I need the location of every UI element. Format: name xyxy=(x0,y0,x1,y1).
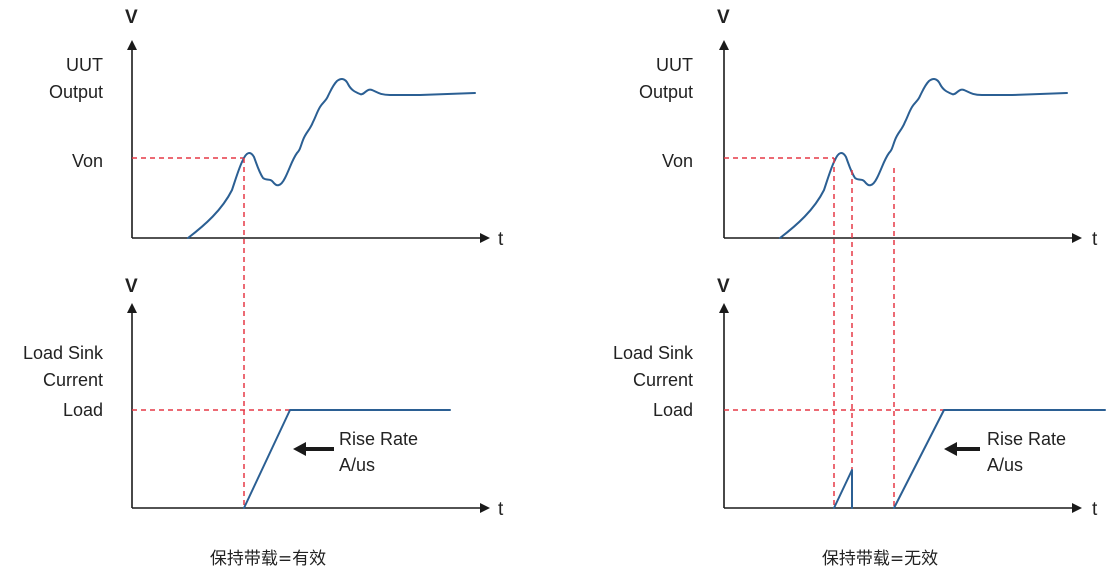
right-von-label: Von xyxy=(662,151,693,171)
left-caption: 保持带载=有效 xyxy=(210,549,326,569)
right-load-current-curve xyxy=(893,409,1106,509)
left-panel: V t UUT Output Von V t Load Sink Current… xyxy=(23,7,504,569)
right-rise-rate-arrowhead xyxy=(944,442,957,456)
left-bottom-ylabel-line1: Load Sink xyxy=(23,343,104,363)
left-load-label: Load xyxy=(63,400,103,420)
right-uut-output-curve xyxy=(779,78,1068,239)
right-rise-rate-line1: Rise Rate xyxy=(987,429,1066,449)
left-top-ylabel-line2: Output xyxy=(49,82,103,102)
right-top-chart: V t UUT Output Von xyxy=(639,7,1098,250)
left-rise-rate-line2: A/us xyxy=(339,455,375,475)
right-load-spike xyxy=(833,469,853,509)
left-top-ylabel-line1: UUT xyxy=(66,55,103,75)
right-bottom-ylabel-line2: Current xyxy=(633,370,693,390)
right-bottom-t-label: t xyxy=(1092,499,1098,520)
left-bottom-t-label: t xyxy=(498,499,504,520)
left-load-current-curve xyxy=(243,409,451,509)
left-von-label: Von xyxy=(72,151,103,171)
left-uut-output-curve xyxy=(187,78,476,239)
right-top-ylabel-line1: UUT xyxy=(656,55,693,75)
right-top-v-label: V xyxy=(717,7,730,28)
left-bottom-ylabel-line2: Current xyxy=(43,370,103,390)
right-bottom-v-label: V xyxy=(717,276,730,297)
left-rise-rate-arrowhead xyxy=(293,442,306,456)
right-load-label: Load xyxy=(653,400,693,420)
right-bottom-chart: V t Load Sink Current Load Rise Rate A/u… xyxy=(613,276,1106,520)
right-top-t-label: t xyxy=(1092,229,1098,250)
left-bottom-v-label: V xyxy=(125,276,138,297)
right-panel: V t UUT Output Von V t Load Sink Current… xyxy=(613,7,1106,569)
left-top-t-label: t xyxy=(498,229,504,250)
right-rise-rate-line2: A/us xyxy=(987,455,1023,475)
left-top-v-label: V xyxy=(125,7,138,28)
right-top-ylabel-line2: Output xyxy=(639,82,693,102)
left-bottom-chart: V t Load Sink Current Load Rise Rate A/u… xyxy=(23,276,504,520)
right-bottom-ylabel-line1: Load Sink xyxy=(613,343,694,363)
right-caption: 保持带载=无效 xyxy=(822,549,938,569)
left-top-chart: V t UUT Output Von xyxy=(49,7,504,250)
left-rise-rate-line1: Rise Rate xyxy=(339,429,418,449)
